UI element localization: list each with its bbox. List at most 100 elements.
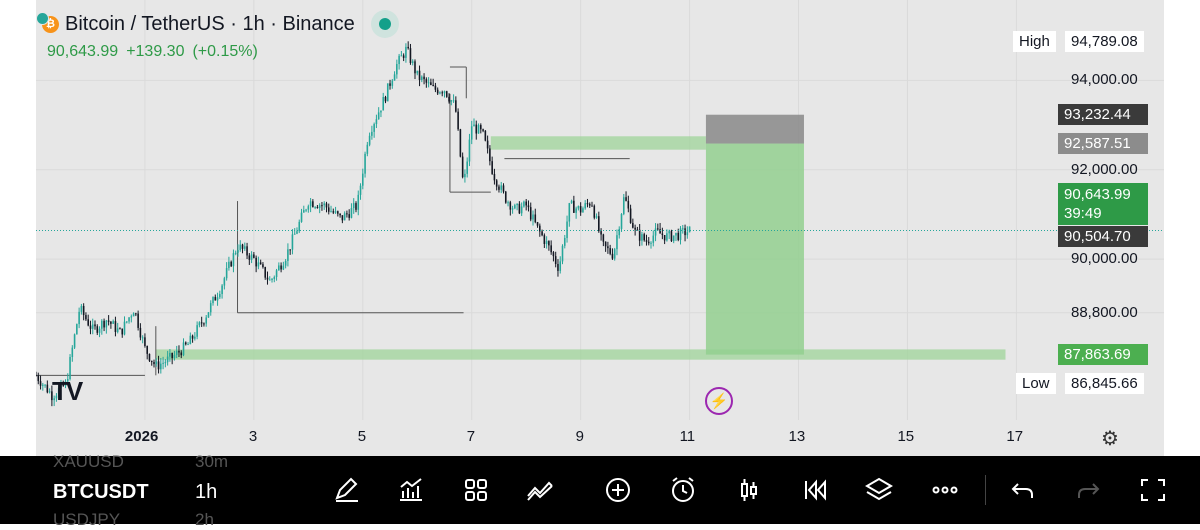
compare-icon[interactable] bbox=[525, 476, 555, 504]
symbol-title[interactable]: ₿ Bitcoin / TetherUS · 1h · Binance bbox=[36, 10, 399, 38]
candle-body bbox=[85, 315, 87, 320]
candle-body bbox=[557, 263, 559, 271]
candle-body bbox=[219, 294, 221, 298]
indicators-icon[interactable] bbox=[396, 476, 426, 504]
candle-body bbox=[343, 213, 346, 221]
fullscreen-icon[interactable] bbox=[1138, 476, 1168, 504]
candle-body bbox=[316, 207, 319, 209]
redo-icon[interactable] bbox=[1073, 476, 1103, 504]
candles-icon[interactable] bbox=[734, 476, 764, 504]
settings-gear-icon[interactable]: ⚙ bbox=[1101, 428, 1119, 450]
candle-body bbox=[543, 235, 546, 244]
undo-icon[interactable] bbox=[1008, 476, 1038, 504]
candle-body bbox=[432, 84, 434, 86]
candle-body bbox=[243, 246, 246, 249]
x-tick-label: 5 bbox=[357, 428, 367, 445]
candle-body bbox=[634, 227, 636, 230]
x-tick-label: 15 bbox=[897, 428, 915, 445]
candle-body bbox=[264, 267, 267, 278]
draw-pen-icon[interactable] bbox=[332, 476, 362, 504]
candle-body bbox=[237, 250, 239, 253]
candle-body bbox=[561, 245, 564, 262]
candle-body bbox=[139, 327, 142, 338]
timeframe-selector[interactable]: 1h bbox=[195, 481, 218, 503]
candle-body bbox=[76, 324, 78, 335]
candle-body bbox=[271, 278, 273, 280]
candle-body bbox=[393, 74, 396, 81]
replay-rewind-icon[interactable] bbox=[799, 476, 829, 504]
candle-body bbox=[318, 205, 321, 209]
candle-body bbox=[670, 231, 673, 242]
candle-body bbox=[486, 140, 489, 149]
candle-body bbox=[350, 208, 353, 218]
bitcoin-logo-icon: ₿ bbox=[36, 11, 59, 33]
candle-body bbox=[500, 185, 503, 190]
demand-zone bbox=[155, 349, 1006, 360]
candle-body bbox=[73, 334, 76, 348]
candle-body bbox=[452, 100, 455, 102]
candle-body bbox=[239, 244, 242, 251]
candle-body bbox=[681, 228, 684, 230]
ghost-tf-above: 30m bbox=[195, 452, 229, 471]
candle-body bbox=[205, 317, 208, 324]
layers-icon[interactable] bbox=[864, 476, 894, 504]
candle-body bbox=[121, 328, 124, 335]
symbol-selector[interactable]: BTCUSDT bbox=[53, 481, 149, 503]
candle-body bbox=[591, 205, 593, 207]
candle-body bbox=[284, 260, 287, 266]
candle-body bbox=[280, 265, 282, 270]
layouts-grid-icon[interactable] bbox=[461, 476, 491, 504]
candle-body bbox=[405, 46, 407, 58]
candle-body bbox=[253, 254, 255, 258]
candle-body bbox=[520, 206, 523, 214]
candle-body bbox=[389, 83, 391, 86]
candle-body bbox=[36, 375, 37, 377]
candle-body bbox=[448, 96, 450, 102]
candle-body bbox=[593, 205, 596, 218]
candle-body bbox=[554, 256, 557, 264]
more-options-icon[interactable] bbox=[930, 476, 960, 504]
candle-body bbox=[602, 234, 605, 242]
candle-body bbox=[466, 161, 468, 174]
chart-area[interactable] bbox=[36, 0, 1164, 456]
candle-body bbox=[398, 55, 400, 65]
candle-body bbox=[302, 210, 305, 213]
candle-body bbox=[57, 388, 60, 396]
candle-body bbox=[523, 201, 525, 207]
price-chart[interactable] bbox=[36, 0, 1164, 456]
candle-body bbox=[107, 320, 110, 322]
market-open-icon[interactable] bbox=[370, 10, 399, 38]
candle-body bbox=[110, 321, 112, 324]
candle-body bbox=[443, 91, 446, 94]
candle-body bbox=[105, 320, 108, 328]
candle-body bbox=[191, 335, 194, 339]
candle-body bbox=[71, 347, 74, 358]
candle-body bbox=[641, 234, 643, 241]
candle-body bbox=[184, 342, 187, 345]
alarm-clock-icon[interactable] bbox=[668, 476, 698, 504]
candle-body bbox=[416, 70, 419, 74]
candle-body bbox=[346, 213, 348, 215]
candle-body bbox=[570, 200, 573, 204]
candle-body bbox=[259, 262, 262, 265]
candle-body bbox=[643, 234, 646, 241]
candle-body bbox=[600, 231, 602, 235]
candle-body bbox=[625, 197, 627, 201]
candle-body bbox=[39, 381, 42, 386]
candle-body bbox=[455, 100, 457, 112]
add-icon[interactable] bbox=[603, 476, 633, 504]
candle-body bbox=[611, 253, 614, 259]
candle-body bbox=[552, 252, 555, 257]
lightning-icon[interactable]: ⚡ bbox=[705, 387, 733, 415]
candle-body bbox=[409, 48, 412, 63]
candle-body bbox=[489, 148, 491, 162]
last-price-tag-value: 90,643.99 bbox=[1064, 185, 1131, 203]
candle-body bbox=[566, 221, 568, 239]
candle-body bbox=[53, 398, 55, 401]
candle-body bbox=[550, 245, 552, 253]
candle-body bbox=[396, 64, 398, 75]
candle-body bbox=[384, 96, 387, 102]
candle-body bbox=[173, 354, 176, 359]
x-tick-label: 3 bbox=[248, 428, 258, 445]
candle-body bbox=[622, 197, 625, 215]
